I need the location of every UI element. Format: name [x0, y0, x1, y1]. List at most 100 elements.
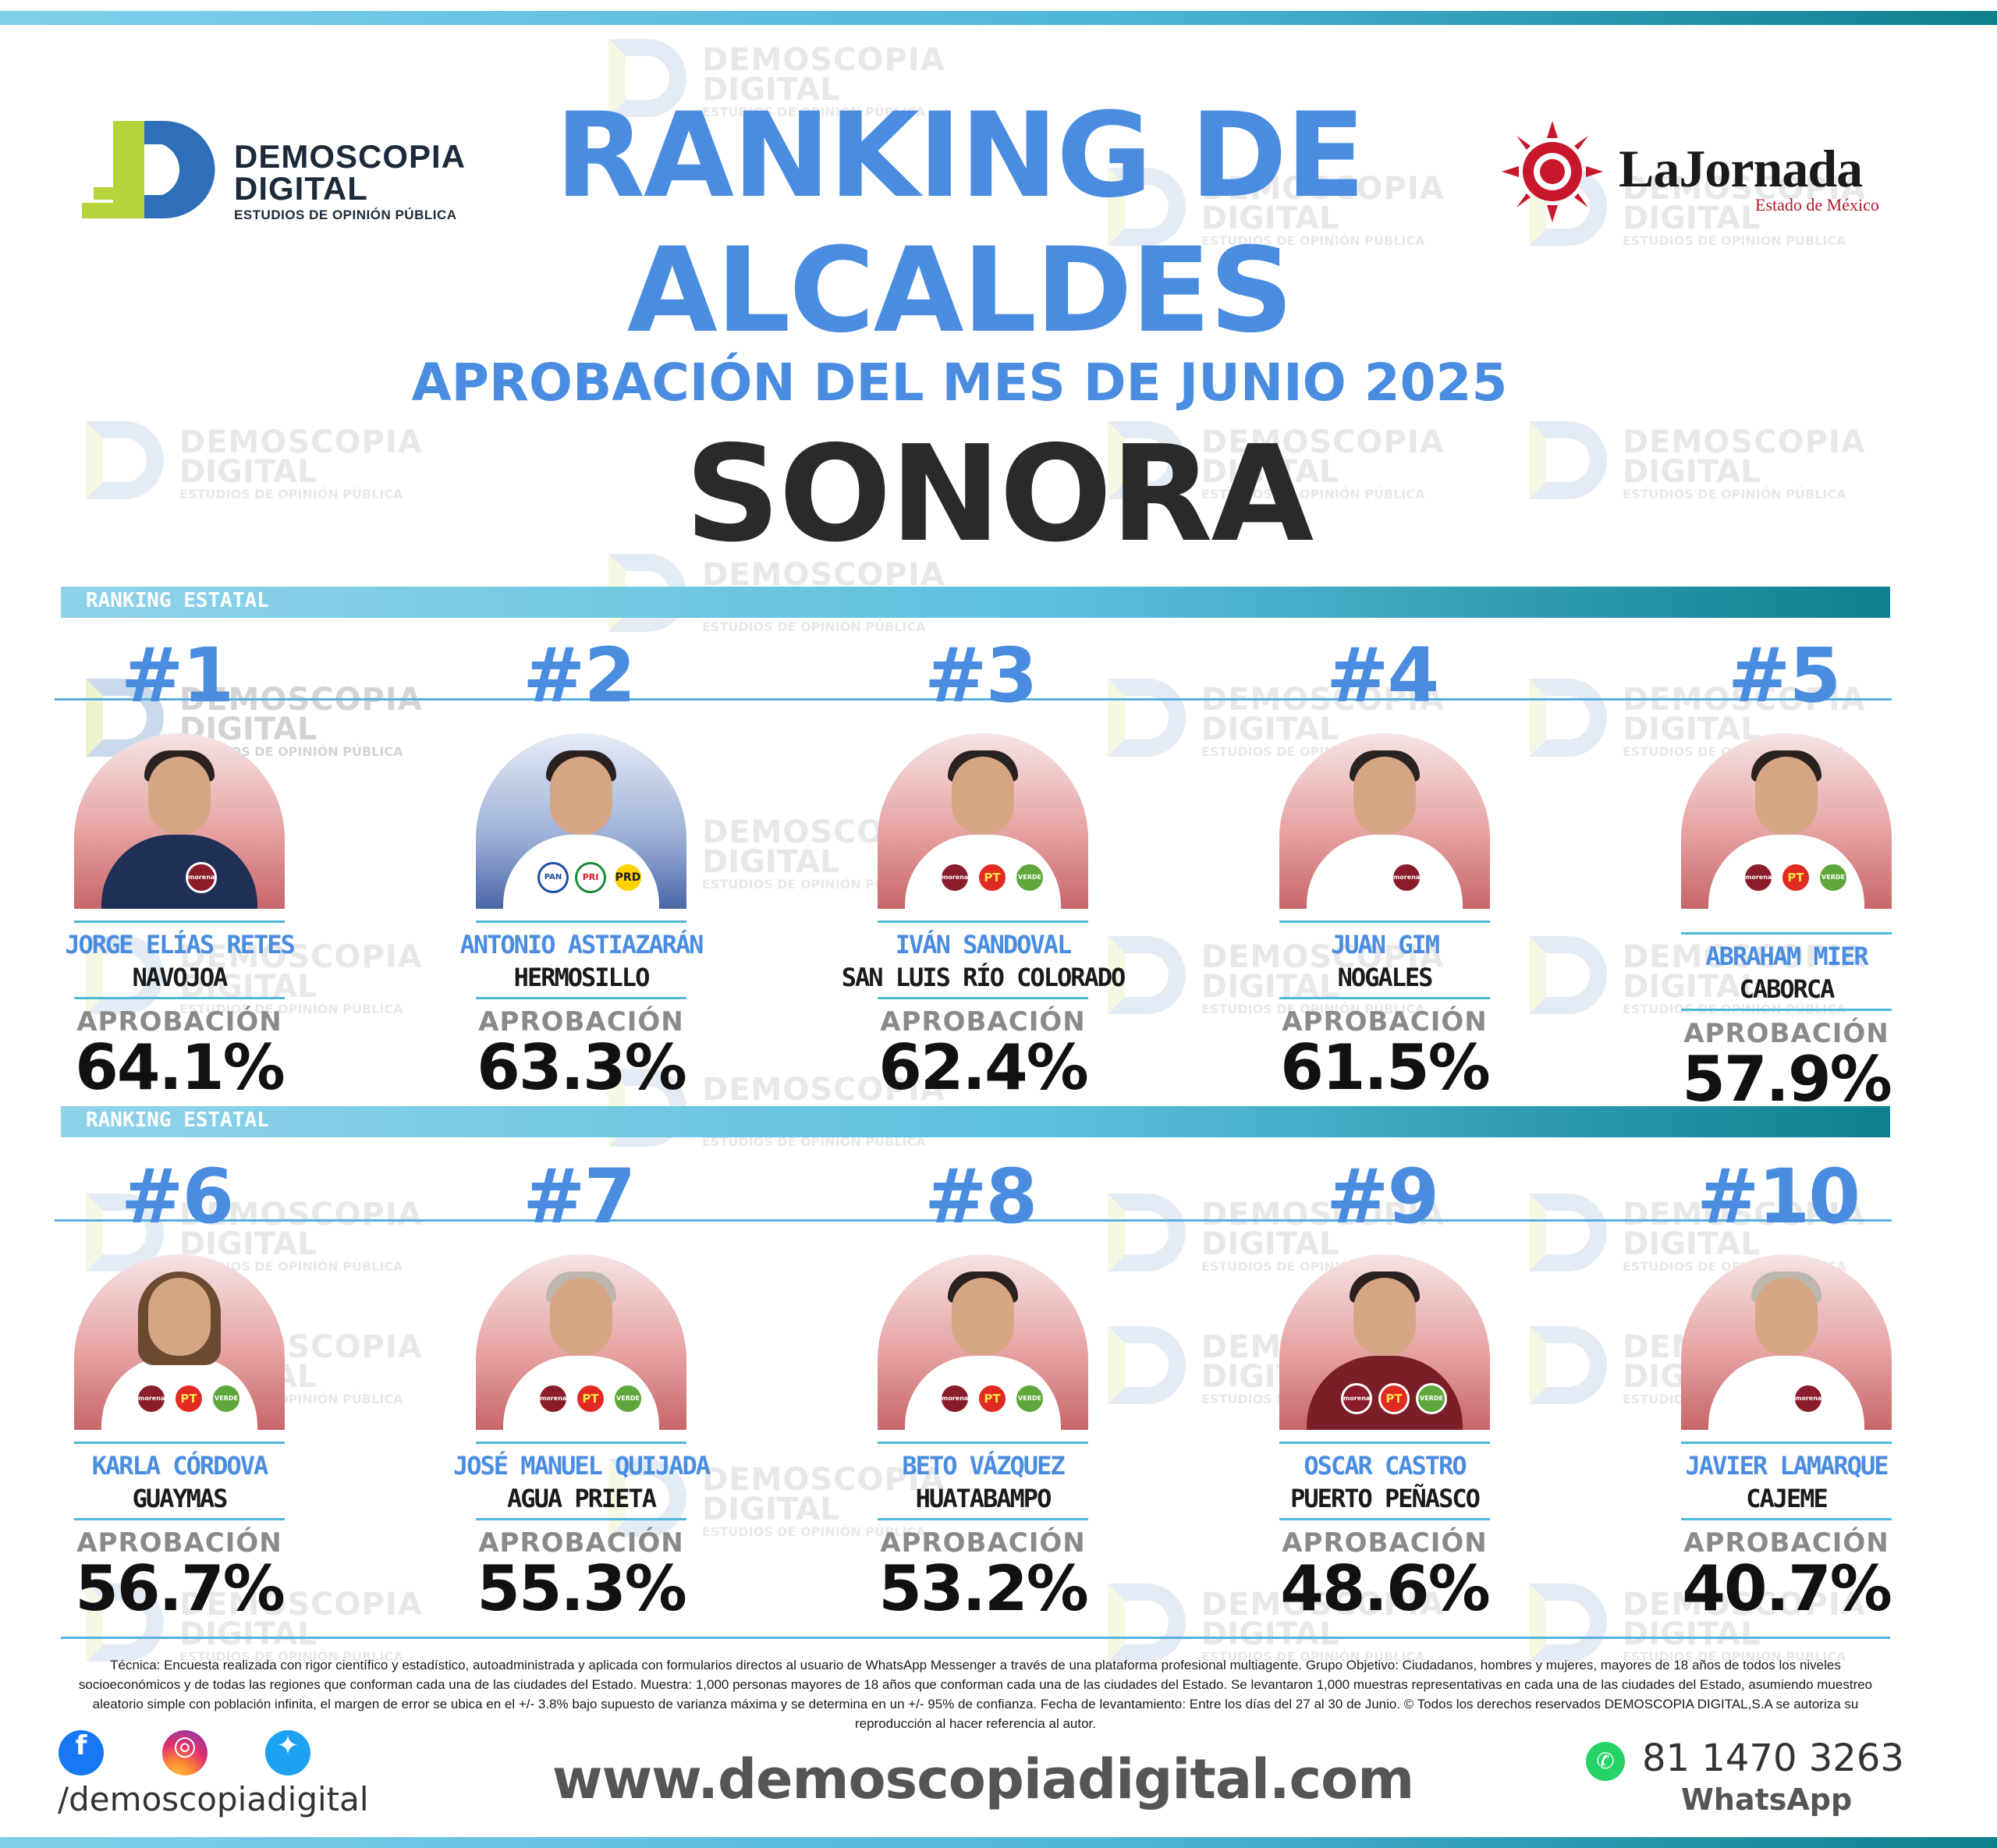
party-badge-morena: morena	[1743, 862, 1774, 893]
mayor-name: BETO VÁZQUEZ	[902, 1451, 1065, 1481]
city-rule	[1681, 1009, 1892, 1011]
subtitle: APROBACIÓN DEL MES DE JUNIO 2025	[411, 353, 1508, 413]
main-title-line-2: ALCALDES	[626, 223, 1293, 359]
state-name: SONORA	[684, 417, 1314, 572]
ranking-bar-bottom	[61, 1106, 1890, 1137]
approval-value: 53.2%	[878, 1552, 1089, 1625]
rank-number: #4	[1326, 632, 1439, 719]
city-rule	[1279, 997, 1490, 999]
mayor-photo: morena PT VERDE	[476, 1254, 686, 1430]
party-badge-verde: VERDE	[612, 1383, 644, 1414]
mayor-photo: PAN PRI PRD	[476, 733, 686, 909]
social-handle[interactable]: /demoscopiadigital	[58, 1780, 369, 1818]
whatsapp-label: WhatsApp	[1681, 1782, 1853, 1817]
phone-number[interactable]: 81 1470 3263	[1642, 1736, 1904, 1780]
main-title-line-1: RANKING DE	[555, 88, 1365, 224]
party-badge-morena: morena	[136, 1383, 167, 1414]
ranking-label-bottom: RANKING ESTATAL	[86, 1108, 269, 1132]
whatsapp-icon[interactable]: ✆	[1586, 1742, 1625, 1781]
party-badge-pt: PT	[977, 862, 1008, 893]
party-badge-pan: PAN	[537, 862, 569, 893]
mayor-name: JOSÉ MANUEL QUIJADA	[452, 1451, 711, 1481]
party-badge-morena: morena	[1341, 1383, 1372, 1414]
party-badge-pt: PT	[173, 1383, 204, 1414]
twitter-icon[interactable]: ✦	[265, 1730, 310, 1775]
approval-label: APROBACIÓN	[1282, 1527, 1488, 1559]
rank-number: #8	[924, 1153, 1038, 1240]
website-link[interactable]: www.demoscopiadigital.com	[552, 1747, 1414, 1811]
party-badge-verde: VERDE	[1014, 1383, 1045, 1414]
mayor-photo: morena	[74, 733, 285, 909]
mayor-name: JORGE ELÍAS RETES	[65, 930, 296, 959]
mayor-photo: morena PT VERDE	[878, 1254, 1088, 1430]
la-jornada-name: LaJornada	[1619, 139, 1863, 198]
approval-value: 57.9%	[1682, 1043, 1892, 1116]
party-badge-verde: VERDE	[1818, 862, 1849, 893]
mayor-card: #5 morena PT VERDE ABRAHAM MIER CABORCA AP…	[1673, 0, 1985, 1116]
mayor-photo: morena PT VERDE	[878, 733, 1088, 909]
approval-label: APROBACIÓN	[880, 1006, 1086, 1038]
logo-tagline: ESTUDIOS DE OPINIÓN PÚBLICA	[234, 208, 457, 222]
rank-number: #1	[121, 632, 234, 719]
approval-value: 61.5%	[1280, 1031, 1491, 1104]
approval-label: APROBACIÓN	[478, 1006, 684, 1038]
mayor-photo: morena PT VERDE	[1681, 733, 1892, 909]
rank-number: #10	[1697, 1153, 1860, 1240]
mayor-card: #1 morena JORGE ELÍAS RETES NAVOJOA APRO…	[65, 0, 378, 1104]
mayor-photo: morena PT VERDE	[74, 1254, 285, 1430]
approval-label: APROBACIÓN	[478, 1527, 684, 1559]
rank-number: #6	[121, 1153, 234, 1240]
name-rule	[74, 920, 285, 923]
mayor-photo: morena PT VERDE	[1279, 1254, 1490, 1430]
mayor-name: ANTONIO ASTIAZARÁN	[459, 930, 704, 959]
approval-label: APROBACIÓN	[1683, 1018, 1889, 1049]
approval-value: 40.7%	[1682, 1552, 1892, 1625]
logo-line-1: DEMOSCOPIA	[234, 138, 466, 175]
mayor-city: AGUA PRIETA	[507, 1484, 657, 1513]
party-badge-verde: VERDE	[1014, 862, 1045, 893]
approval-value: 48.6%	[1280, 1552, 1491, 1625]
party-badge-pri: PRI	[575, 862, 606, 893]
instagram-icon[interactable]: ◎	[162, 1730, 208, 1775]
mayor-city: PUERTO PEÑASCO	[1290, 1484, 1481, 1513]
approval-value: 62.4%	[878, 1031, 1089, 1104]
party-badge-pt: PT	[1378, 1383, 1410, 1414]
party-badge-prd: PRD	[612, 862, 644, 893]
approval-label: APROBACIÓN	[880, 1527, 1086, 1559]
methodology-text: Técnica: Encuesta realizada con rigor ci…	[78, 1658, 1873, 1731]
party-badge-verde: VERDE	[1416, 1383, 1447, 1414]
mayor-name: ABRAHAM MIER	[1705, 942, 1868, 971]
rank-divider-bottom	[55, 1219, 1892, 1222]
party-badge-morena: morena	[1391, 862, 1422, 893]
name-rule	[1279, 1442, 1490, 1444]
rank-number: #5	[1728, 632, 1841, 719]
mayor-city: SAN LUIS RÍO COLORADO	[841, 963, 1126, 992]
rank-number: #7	[523, 1153, 636, 1240]
mayor-name: OSCAR CASTRO	[1304, 1451, 1467, 1481]
name-rule	[74, 1442, 285, 1444]
mayor-card: #2 PAN PRI PRD ANTONIO ASTIAZARÁN HERMOSIL…	[460, 0, 780, 1104]
approval-value: 56.7%	[75, 1552, 286, 1625]
la-jornada-sub: Estado de México	[1755, 195, 1879, 215]
approval-label: APROBACIÓN	[76, 1527, 282, 1559]
la-jornada-logo: LaJornada Estado de México	[1502, 121, 1907, 222]
mayor-card: #9 morena PT VERDE OSCAR CASTRO PUERTO PEÑ…	[1272, 521, 1584, 1625]
mayor-city: HERMOSILLO	[513, 963, 651, 992]
ranking-label-top: RANKING ESTATAL	[86, 589, 269, 612]
city-rule	[878, 997, 1088, 999]
mayor-name: JUAN GIM	[1330, 930, 1440, 959]
facebook-icon[interactable]: f	[59, 1730, 104, 1775]
mayor-card: #6 morena PT VERDE KARLA CÓRDOVA GUAYMAS A…	[66, 521, 378, 1625]
city-rule	[74, 1518, 285, 1520]
approval-label: APROBACIÓN	[76, 1006, 282, 1038]
mayor-photo: morena	[1681, 1254, 1892, 1430]
city-rule	[1681, 1518, 1892, 1520]
name-rule	[1681, 1442, 1892, 1444]
rank-number: #2	[523, 632, 636, 719]
party-badge-verde: VERDE	[211, 1383, 242, 1414]
name-rule	[1681, 932, 1892, 935]
rank-number: #9	[1326, 1153, 1439, 1240]
approval-value: 63.3%	[477, 1031, 687, 1104]
mayor-name: KARLA CÓRDOVA	[91, 1451, 268, 1481]
